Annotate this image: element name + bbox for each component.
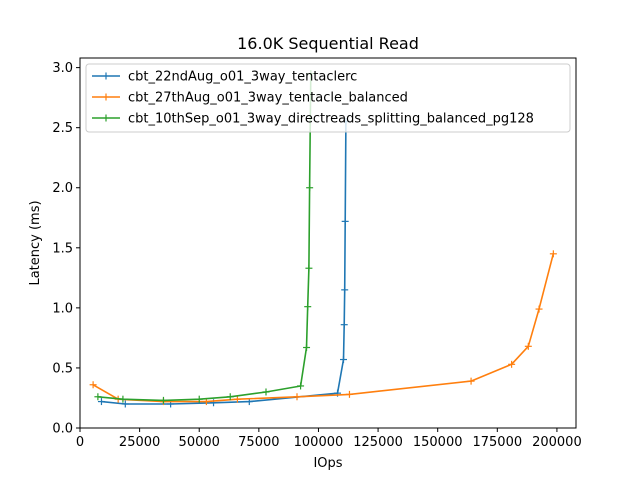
data-point xyxy=(195,395,203,403)
data-point xyxy=(524,342,532,350)
legend: cbt_22ndAug_o01_3way_tentaclerc cbt_27thA… xyxy=(85,63,571,133)
data-point xyxy=(549,250,557,258)
axis-layer: 0 25000 50000 75000 100000 125000 150000 175000… xyxy=(52,61,581,450)
data-point xyxy=(97,398,105,406)
y-axis-label: Latency (ms) xyxy=(28,200,43,285)
data-point xyxy=(303,344,311,352)
y-tick-label: 3.0 xyxy=(52,61,73,76)
legend-entry: cbt_10thSep_o01_3way_directreads_splitti… xyxy=(92,112,534,127)
legend-label: cbt_27thAug_o01_3way_tentacle_balanced xyxy=(128,91,408,106)
legend-label: cbt_10thSep_o01_3way_directreads_splitti… xyxy=(128,112,534,127)
data-point xyxy=(341,286,349,294)
x-axis-label: IOps xyxy=(313,456,342,471)
plot-frame xyxy=(79,57,577,429)
x-tick-label: 200000 xyxy=(532,435,582,450)
data-point xyxy=(94,393,102,401)
data-point xyxy=(467,377,475,385)
data-point xyxy=(262,388,270,396)
series-2 xyxy=(89,250,557,406)
data-point xyxy=(341,217,349,225)
x-tick-label: 125000 xyxy=(353,435,403,450)
legend-entry: cbt_27thAug_o01_3way_tentacle_balanced xyxy=(92,91,408,106)
data-point xyxy=(119,395,127,403)
data-point xyxy=(345,390,353,398)
legend-entry: cbt_22ndAug_o01_3way_tentaclerc xyxy=(92,70,357,85)
legend-label: cbt_22ndAug_o01_3way_tentaclerc xyxy=(128,70,357,85)
data-point xyxy=(508,360,516,368)
data-point xyxy=(340,356,347,364)
data-point xyxy=(297,382,305,390)
data-point xyxy=(293,393,301,401)
chart-title: 16.0K Sequential Read xyxy=(237,34,419,53)
data-point xyxy=(306,184,314,192)
series-line xyxy=(97,73,312,402)
data-point xyxy=(305,264,313,272)
data-point xyxy=(121,400,129,408)
x-tick-label: 50000 xyxy=(179,435,220,450)
x-tick-label: 25000 xyxy=(119,435,160,450)
data-point xyxy=(233,395,241,403)
data-point xyxy=(89,381,97,389)
x-tick-label: 75000 xyxy=(238,435,279,450)
y-tick-label: 2.0 xyxy=(52,181,73,196)
series-line xyxy=(92,253,555,403)
y-tick-label: 1.0 xyxy=(52,301,73,316)
data-point xyxy=(226,393,234,401)
x-tick-label: 0 xyxy=(76,435,84,450)
legend-frame xyxy=(85,63,571,133)
y-tick-label: 0.5 xyxy=(52,361,73,376)
y-tick-label: 0.0 xyxy=(52,422,73,437)
x-tick-label: 175000 xyxy=(472,435,522,450)
data-point xyxy=(535,305,543,313)
data-point xyxy=(340,321,348,329)
x-tick-label: 150000 xyxy=(413,435,463,450)
y-tick-label: 1.5 xyxy=(52,241,73,256)
y-tick-label: 2.5 xyxy=(52,121,73,136)
x-tick-label: 100000 xyxy=(294,435,344,450)
data-point xyxy=(159,396,167,404)
data-point xyxy=(304,303,312,311)
